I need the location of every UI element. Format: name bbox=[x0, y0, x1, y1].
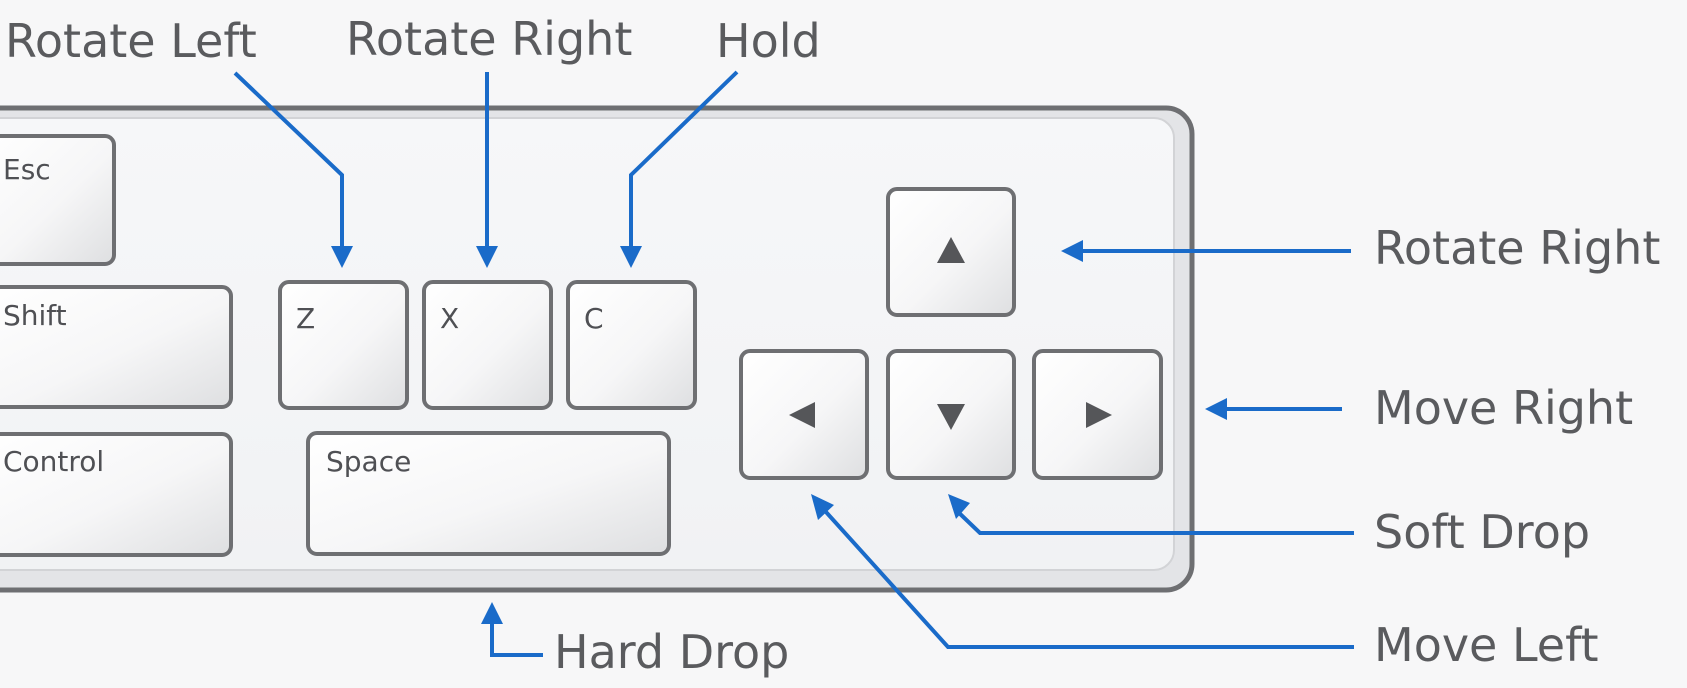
arrowhead-icon bbox=[1061, 240, 1083, 262]
key-space[interactable]: Space bbox=[306, 431, 671, 556]
arrowhead-icon bbox=[476, 246, 498, 268]
callout-rotate-right-top: Rotate Right bbox=[346, 12, 632, 66]
key-c-label: C bbox=[584, 302, 604, 335]
arrowhead-icon bbox=[1205, 398, 1227, 420]
arrowhead-icon bbox=[481, 602, 503, 624]
key-shift[interactable]: Shift bbox=[0, 285, 233, 409]
key-space-label: Space bbox=[326, 445, 411, 478]
key-esc[interactable]: Esc bbox=[0, 134, 116, 266]
arrowhead-icon bbox=[948, 494, 970, 519]
callout-rotate-right-side: Rotate Right bbox=[1374, 221, 1660, 275]
pointer-rotate-right-top bbox=[476, 72, 498, 268]
arrowhead-icon bbox=[811, 494, 834, 520]
key-arrow-right[interactable] bbox=[1032, 349, 1163, 480]
key-shift-label: Shift bbox=[3, 299, 67, 332]
key-control-label: Control bbox=[3, 445, 104, 478]
triangle-right-icon bbox=[1086, 402, 1112, 428]
pointer-hold bbox=[620, 70, 739, 268]
key-z[interactable]: Z bbox=[278, 280, 409, 410]
pointer-move-right bbox=[1205, 398, 1342, 420]
triangle-down-icon bbox=[937, 404, 965, 430]
triangle-up-icon bbox=[937, 237, 965, 263]
pointer-hard-drop bbox=[481, 602, 543, 657]
pointer-move-left bbox=[811, 494, 1354, 649]
key-x[interactable]: X bbox=[422, 280, 553, 410]
key-z-label: Z bbox=[296, 302, 315, 335]
key-esc-label: Esc bbox=[3, 153, 51, 186]
arrowhead-icon bbox=[331, 246, 353, 268]
pointer-soft-drop bbox=[948, 494, 1354, 535]
key-c[interactable]: C bbox=[566, 280, 697, 410]
triangle-left-icon bbox=[789, 402, 815, 428]
callout-soft-drop: Soft Drop bbox=[1374, 505, 1590, 559]
callout-hard-drop: Hard Drop bbox=[554, 625, 789, 679]
callout-move-right: Move Right bbox=[1374, 381, 1633, 435]
pointer-rotate-right-side bbox=[1061, 240, 1351, 262]
callout-hold: Hold bbox=[716, 14, 821, 68]
callout-rotate-left: Rotate Left bbox=[5, 14, 257, 68]
key-arrow-left[interactable] bbox=[739, 349, 869, 480]
key-x-label: X bbox=[440, 302, 459, 335]
key-arrow-down[interactable] bbox=[886, 349, 1016, 480]
callout-move-left: Move Left bbox=[1374, 618, 1599, 672]
pointer-rotate-left bbox=[233, 71, 353, 268]
arrowhead-icon bbox=[620, 246, 642, 268]
key-arrow-up[interactable] bbox=[886, 187, 1016, 317]
key-control[interactable]: Control bbox=[0, 432, 233, 557]
